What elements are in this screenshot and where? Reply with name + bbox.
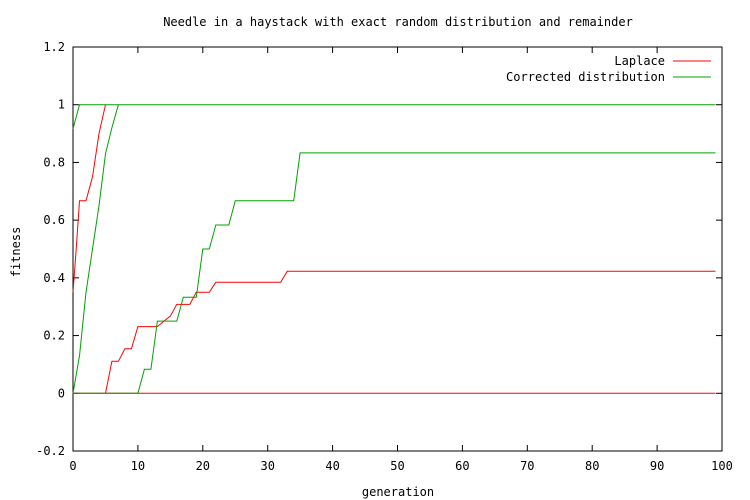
x-tick-label: 10 xyxy=(131,459,145,473)
laplace-line-1 xyxy=(72,104,106,293)
corrected-distribution-line-2 xyxy=(72,104,119,394)
x-tick-label: 90 xyxy=(650,459,664,473)
x-tick-label: 40 xyxy=(325,459,339,473)
axes: 0 10 20 30 40 50 60 70 80 90 100 -0.2 0 0.2 0.4 0.6 0.8 1… xyxy=(36,40,733,473)
x-tick-label: 20 xyxy=(196,459,210,473)
y-tick-label: 0.6 xyxy=(43,213,65,227)
x-tick-label: 0 xyxy=(69,459,76,473)
legend: Laplace Corrected distribution xyxy=(506,54,711,84)
y-tick-label: 1 xyxy=(58,98,65,112)
y-tick-label: 1.2 xyxy=(43,40,65,54)
x-tick-label: 30 xyxy=(260,459,274,473)
curves xyxy=(72,104,716,394)
laplace-line-2 xyxy=(105,270,716,394)
chart-title: Needle in a haystack with exact random d… xyxy=(163,15,633,29)
y-tick-label: 0.8 xyxy=(43,155,65,169)
y-axis-label: fitness xyxy=(9,227,23,278)
y-tick-label: 0.4 xyxy=(43,271,65,285)
x-tick-label: 70 xyxy=(520,459,534,473)
x-tick-label: 50 xyxy=(390,459,404,473)
x-tick-label: 60 xyxy=(455,459,469,473)
x-tick-label: 100 xyxy=(711,459,733,473)
legend-label-corrected-distribution: Corrected distribution xyxy=(506,70,665,84)
y-tick-label: 0.2 xyxy=(43,329,65,343)
x-tick-label: 80 xyxy=(585,459,599,473)
plot-frame xyxy=(72,46,723,452)
legend-label-laplace: Laplace xyxy=(614,54,665,68)
corrected-distribution-line-3 xyxy=(73,152,716,394)
y-tick-label: -0.2 xyxy=(36,444,65,458)
y-tick-label: 0 xyxy=(58,386,65,400)
x-axis-label: generation xyxy=(362,485,434,499)
corrected-distribution-line-1 xyxy=(72,104,716,129)
